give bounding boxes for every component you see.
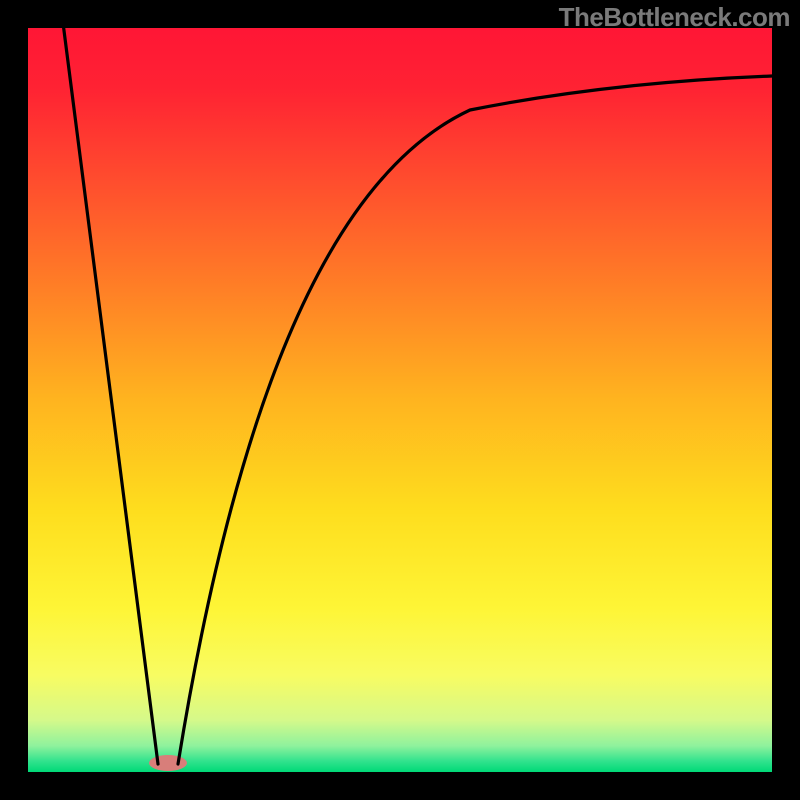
chart-container: TheBottleneck.com (0, 0, 800, 800)
plot-background (28, 28, 772, 772)
dip-marker (149, 755, 187, 771)
watermark-text: TheBottleneck.com (559, 2, 790, 33)
bottleneck-chart (0, 0, 800, 800)
